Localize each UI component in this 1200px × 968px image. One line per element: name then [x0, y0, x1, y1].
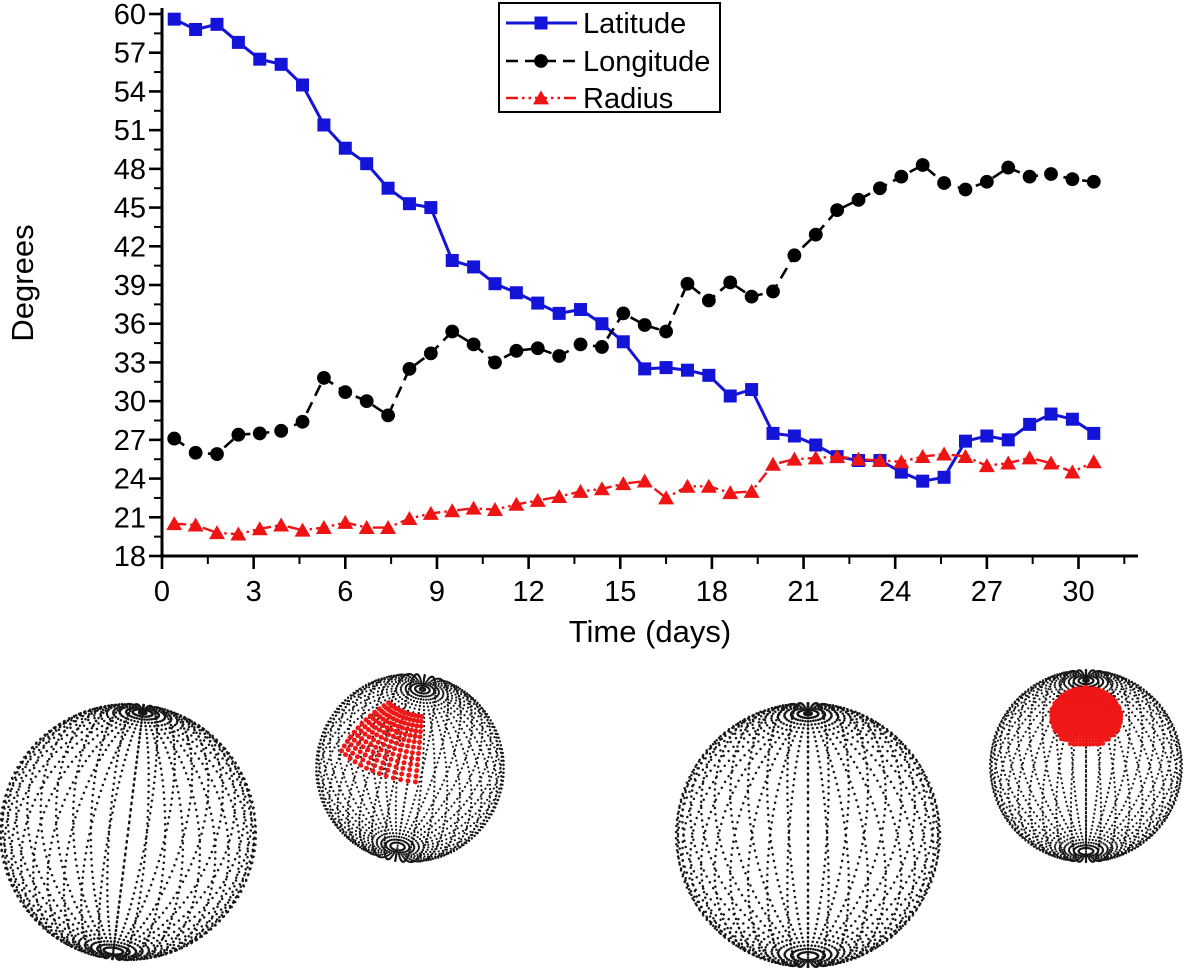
series-latitude	[167, 12, 1101, 488]
x-tick-label: 21	[787, 576, 819, 608]
y-tick-label: 24	[114, 464, 146, 496]
y-tick-label: 54	[114, 76, 146, 108]
y-tick-label: 30	[114, 386, 146, 418]
y-tick-label: 45	[114, 193, 146, 225]
legend-label: Latitude	[583, 8, 686, 40]
sphere-plain-far-left	[0, 702, 258, 962]
x-tick-label: 27	[971, 576, 1003, 608]
legend-entry-latitude: Latitude	[506, 8, 686, 40]
series-markers-longitude	[167, 158, 1101, 461]
legend: Latitude Longitude Radius	[498, 2, 721, 115]
x-tick-label: 3	[246, 576, 262, 608]
x-tick-label: 24	[879, 576, 911, 608]
y-tick-label: 18	[114, 541, 146, 573]
x-tick-label: 15	[604, 576, 636, 608]
red-polar-cap	[1049, 685, 1124, 747]
series-line-longitude	[173, 163, 1094, 456]
series-markers-radius	[166, 446, 1102, 541]
y-tick-label: 33	[114, 347, 146, 379]
x-tick-label: 9	[429, 576, 445, 608]
legend-label: Longitude	[583, 46, 710, 78]
sphere-with-spot-grid	[315, 672, 505, 864]
x-tick-label: 0	[154, 576, 170, 608]
y-tick-label: 39	[114, 270, 146, 302]
x-tick-label: 18	[696, 576, 728, 608]
y-tick-label: 51	[114, 115, 146, 147]
x-tick-label: 30	[1062, 576, 1094, 608]
x-tick-label: 12	[512, 576, 544, 608]
y-axis-title: Degrees	[5, 224, 40, 341]
y-tick-label: 48	[114, 154, 146, 186]
y-tick-label: 27	[114, 425, 146, 457]
x-axis-title: Time (days)	[569, 614, 731, 649]
sphere-plain-mid-right	[674, 701, 942, 968]
y-tick-label: 21	[114, 502, 146, 534]
y-tick-label: 57	[114, 38, 146, 70]
axis-titles: Degrees Time (days)	[5, 224, 731, 649]
sphere-with-polar-cap	[988, 668, 1184, 864]
x-tick-label: 6	[337, 576, 353, 608]
series-longitude	[167, 158, 1101, 461]
red-spot-grid	[339, 700, 424, 785]
legend-entry-longitude: Longitude	[506, 46, 710, 78]
legend-entry-radius: Radius	[506, 83, 673, 115]
y-tick-label: 42	[114, 231, 146, 263]
legend-label: Radius	[583, 83, 673, 115]
series-markers-latitude	[167, 12, 1101, 488]
y-tick-label: 60	[114, 0, 146, 31]
series-line-radius	[174, 452, 1095, 536]
series-radius	[166, 446, 1102, 541]
y-tick-label: 36	[114, 309, 146, 341]
